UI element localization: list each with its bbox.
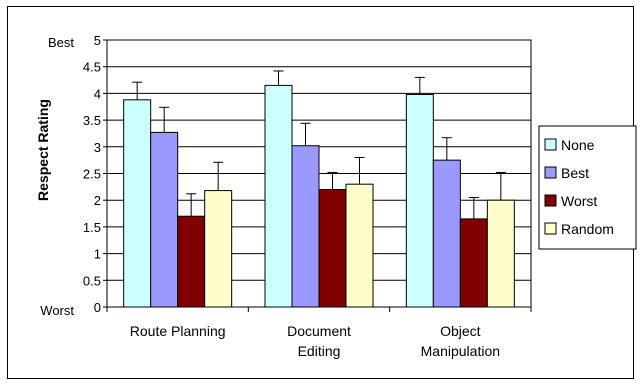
x-category-label: Editing [298, 343, 341, 359]
legend-swatch-none [544, 138, 557, 151]
bar-best [150, 131, 179, 308]
x-category-label: Manipulation [421, 343, 500, 359]
bar-none [405, 93, 434, 308]
y-tick-label: 4.5 [83, 60, 101, 75]
legend-swatch-worst [544, 194, 557, 207]
y-tick-label: 0 [94, 300, 101, 315]
plot-area: 0 0.5 1 1.5 2 2.5 3 3.5 4 4.5 5 Route Planning Docum… [83, 33, 532, 359]
legend-swatch-best [544, 166, 557, 179]
legend: None Best Worst Random [538, 125, 637, 250]
bar-worst [177, 215, 206, 308]
y-top-end-label: Best [48, 35, 74, 50]
bar-best [432, 159, 461, 308]
y-tick-label: 0.5 [83, 273, 101, 288]
legend-label-none: None [561, 137, 595, 153]
bar-none [123, 99, 152, 308]
bar-random [345, 183, 374, 308]
legend-label-best: Best [561, 165, 589, 181]
y-tick-label: 1.5 [83, 220, 101, 235]
x-category-label: Document [287, 323, 351, 339]
bar-random [204, 190, 233, 308]
y-tick-label: 1 [94, 247, 101, 262]
y-tick-label: 2 [94, 193, 101, 208]
y-tick-label: 4 [94, 86, 101, 101]
y-tick-label: 5 [94, 33, 101, 48]
bar-worst [459, 218, 488, 308]
legend-label-worst: Worst [561, 193, 597, 209]
y-tick-label: 3.5 [83, 113, 101, 128]
y-axis-label: Respect Rating [35, 99, 51, 201]
y-bottom-end-label: Worst [40, 303, 74, 318]
bar-random [486, 199, 515, 308]
y-tick-label: 3 [94, 140, 101, 155]
x-category-label: Route Planning [130, 323, 226, 339]
legend-label-random: Random [561, 221, 614, 237]
bar-best [291, 145, 320, 308]
y-tick-label: 2.5 [83, 167, 101, 182]
x-category-label: Object [440, 323, 481, 339]
legend-swatch-random [544, 222, 557, 235]
bar-worst [318, 189, 347, 308]
bar-none [264, 84, 293, 308]
